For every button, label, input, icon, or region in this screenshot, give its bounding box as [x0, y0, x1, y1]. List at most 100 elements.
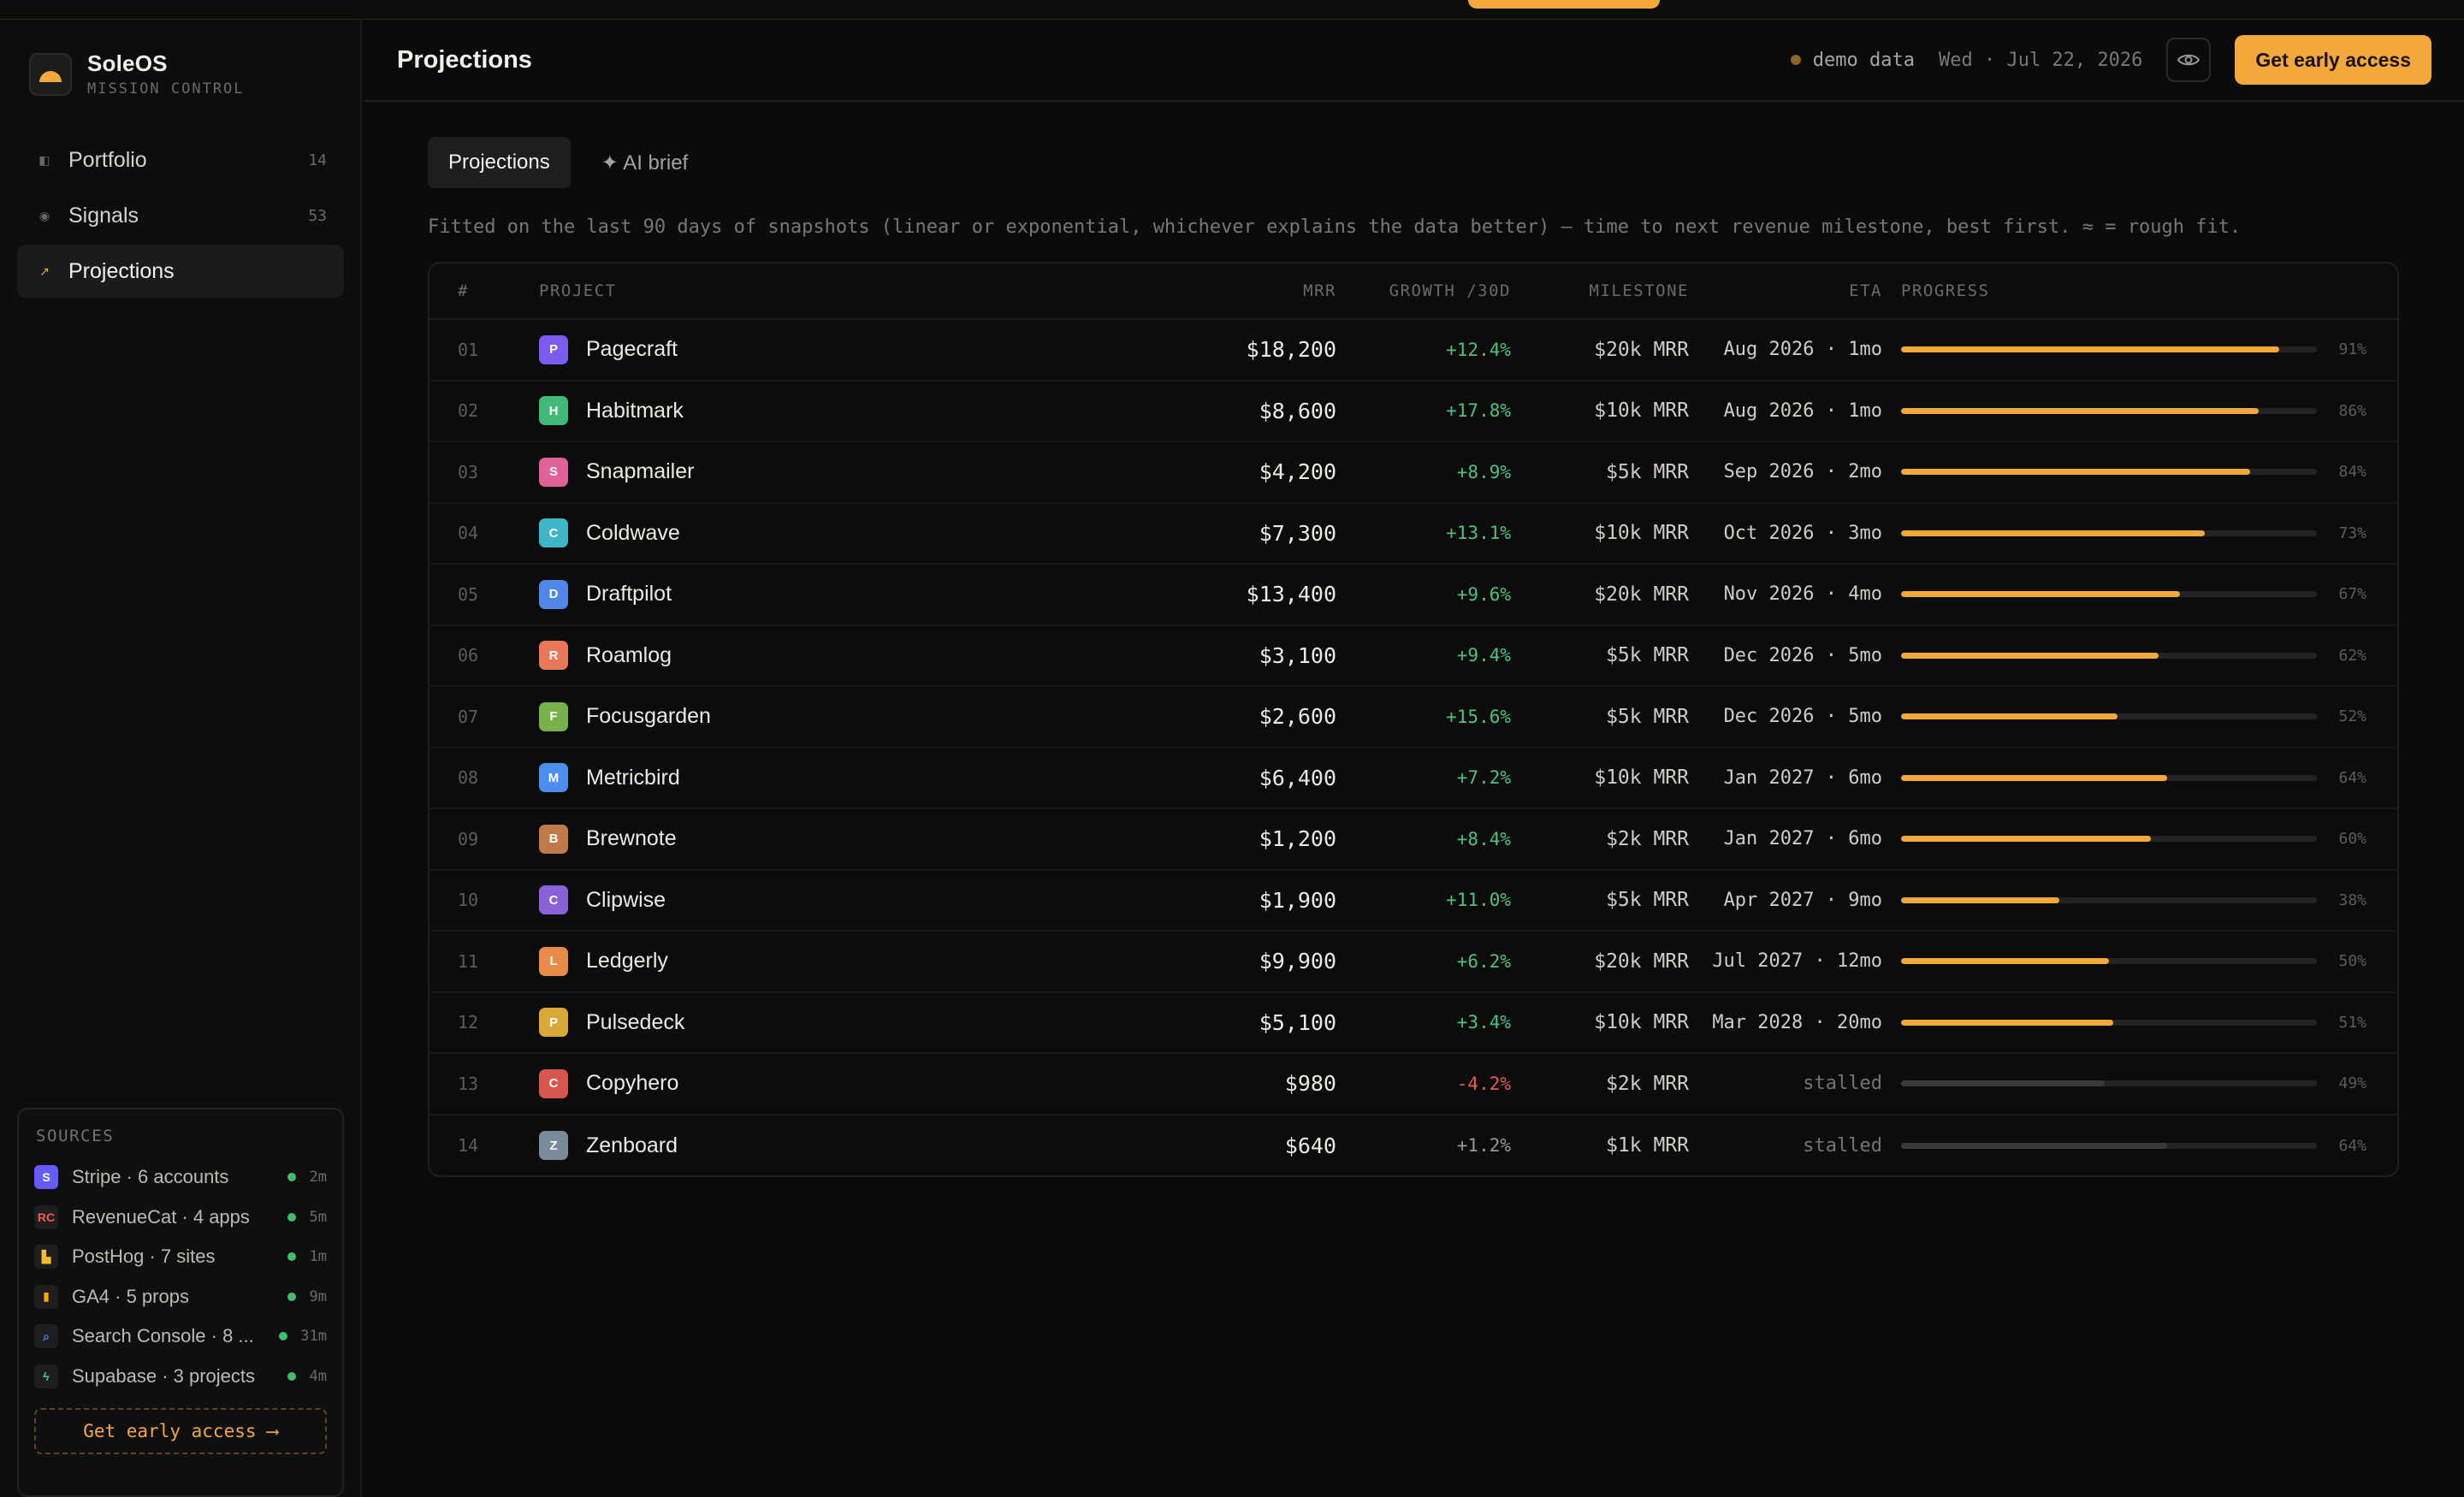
table-row[interactable]: 05 D Draftpilot $13,400 +9.6% $20k MRR Nov 202…	[429, 565, 2397, 626]
progress-bar-fill	[1901, 1080, 2106, 1087]
column-header-mrr[interactable]: MRR	[1303, 281, 1336, 300]
project-avatar: M	[539, 763, 568, 793]
portfolio-icon: ◧	[38, 152, 50, 167]
source-label: PostHog · 7 sites	[72, 1246, 216, 1268]
mrr-value: $1,200	[1259, 826, 1336, 852]
source-status-dot	[287, 1371, 296, 1381]
top-strip	[0, 0, 2464, 20]
source-item[interactable]: ϟ Supabase · 3 projects 4m	[34, 1357, 327, 1397]
table-row[interactable]: 10 C Clipwise $1,900 +11.0% $5k MRR Apr 2027 ·…	[429, 871, 2397, 932]
column-header-eta[interactable]: ETA	[1849, 281, 1882, 300]
progress-cell	[1882, 713, 2317, 720]
mrr-value: $18,200	[1246, 337, 1336, 363]
table-row[interactable]: 06 R Roamlog $3,100 +9.4% $5k MRR Dec 2026 · 5…	[429, 626, 2397, 687]
project-cell[interactable]: F Focusgarden	[539, 701, 1087, 731]
progress-bar-fill	[1901, 407, 2259, 414]
row-number: 09	[458, 828, 479, 849]
project-cell[interactable]: Z Zenboard	[539, 1131, 1087, 1161]
column-header-growth[interactable]: GROWTH /30D	[1389, 281, 1511, 300]
eta-value: Dec 2026 · 5mo	[1723, 706, 1882, 728]
mrr-value: $4,200	[1259, 459, 1336, 485]
project-cell[interactable]: R Roamlog	[539, 641, 1087, 671]
milestone-value: $10k MRR	[1594, 1011, 1689, 1034]
project-cell[interactable]: H Habitmark	[539, 396, 1087, 426]
sidebar-item-projections[interactable]: ↗ Projections	[17, 245, 344, 298]
milestone-value: $20k MRR	[1594, 950, 1689, 973]
project-cell[interactable]: C Copyhero	[539, 1068, 1087, 1098]
project-cell[interactable]: P Pulsedeck	[539, 1008, 1087, 1038]
eta-value: Aug 2026 · 1mo	[1723, 339, 1882, 361]
mrr-value: $980	[1284, 1071, 1336, 1097]
table-row[interactable]: 03 S Snapmailer $4,200 +8.9% $5k MRR Sep 2026 …	[429, 442, 2397, 504]
projections-description: Fitted on the last 90 days of snapshots …	[428, 216, 2242, 238]
sidebar-early-access-button[interactable]: Get early access ⟶	[34, 1408, 327, 1454]
progress-bar	[1901, 469, 2317, 476]
brand[interactable]: SoleOS MISSION CONTROL	[29, 50, 245, 98]
column-header-milestone[interactable]: MILESTONE	[1589, 281, 1689, 300]
source-item[interactable]: S Stripe · 6 accounts 2m	[34, 1157, 327, 1198]
project-name: Clipwise	[586, 887, 666, 912]
demo-status-dot	[1790, 55, 1801, 65]
source-sync-time: 9m	[309, 1287, 327, 1305]
progress-percent: 64%	[2338, 768, 2366, 787]
project-cell[interactable]: C Clipwise	[539, 885, 1087, 915]
mrr-value: $8,600	[1259, 398, 1336, 423]
header-date: Wed · Jul 22, 2026	[1938, 49, 2143, 71]
source-item[interactable]: ⌕ Search Console · 8 ... 31m	[34, 1317, 327, 1357]
tab-ai-brief[interactable]: ✦ AI brief	[601, 151, 689, 175]
get-early-access-button[interactable]: Get early access	[2235, 35, 2431, 85]
eta-value: stalled	[1803, 1134, 1882, 1157]
tab-projections[interactable]: Projections	[428, 137, 571, 188]
table-row[interactable]: 02 H Habitmark $8,600 +17.8% $10k MRR Aug 2026…	[429, 382, 2397, 442]
column-header-project[interactable]: PROJECT	[539, 281, 617, 300]
progress-cell	[1882, 774, 2317, 781]
table-row[interactable]: 13 C Copyhero $980 -4.2% $2k MRR stalled 49%	[429, 1054, 2397, 1115]
column-header-num[interactable]: #	[458, 281, 469, 300]
eta-value: Mar 2028 · 20mo	[1712, 1011, 1882, 1033]
progress-bar-fill	[1901, 652, 2159, 659]
growth-value: +8.9%	[1456, 461, 1511, 482]
progress-cell	[1882, 469, 2317, 476]
table-row[interactable]: 09 B Brewnote $1,200 +8.4% $2k MRR Jan 2027 · …	[429, 809, 2397, 871]
table-row[interactable]: 01 P Pagecraft $18,200 +12.4% $20k MRR Aug 202…	[429, 320, 2397, 382]
table-row[interactable]: 08 M Metricbird $6,400 +7.2% $10k MRR Jan 2027…	[429, 748, 2397, 809]
progress-bar	[1901, 713, 2317, 720]
project-cell[interactable]: M Metricbird	[539, 763, 1087, 793]
growth-value: +13.1%	[1446, 523, 1511, 544]
progress-percent: 60%	[2338, 830, 2366, 849]
project-cell[interactable]: P Pagecraft	[539, 334, 1087, 364]
sidebar-item-signals[interactable]: ◉ Signals 53	[17, 189, 344, 242]
sidebar-item-portfolio[interactable]: ◧ Portfolio 14	[17, 133, 344, 186]
table-row[interactable]: 04 C Coldwave $7,300 +13.1% $10k MRR Oct 2026 …	[429, 504, 2397, 565]
project-cell[interactable]: B Brewnote	[539, 824, 1087, 854]
project-cell[interactable]: C Coldwave	[539, 518, 1087, 548]
table-row[interactable]: 14 Z Zenboard $640 +1.2% $1k MRR stalled 64%	[429, 1115, 2397, 1176]
progress-bar-fill	[1901, 896, 2059, 903]
page-header: Projections demo data Wed · Jul 22, 2026…	[364, 20, 2464, 102]
toggle-visibility-button[interactable]	[2166, 38, 2212, 82]
sources-title: SOURCES	[36, 1127, 115, 1145]
source-status-dot	[279, 1332, 287, 1341]
project-cell[interactable]: S Snapmailer	[539, 457, 1087, 487]
source-item[interactable]: ▙ PostHog · 7 sites 1m	[34, 1237, 327, 1277]
sidebar-item-count: 14	[308, 151, 327, 169]
sidebar-item-label: Projections	[68, 258, 175, 283]
table-row[interactable]: 11 L Ledgerly $9,900 +6.2% $20k MRR Jul 2027 ·…	[429, 932, 2397, 993]
progress-cell	[1882, 407, 2317, 414]
table-row[interactable]: 12 P Pulsedeck $5,100 +3.4% $10k MRR Mar 2028 …	[429, 993, 2397, 1054]
eta-value: Aug 2026 · 1mo	[1723, 399, 1882, 422]
project-cell[interactable]: D Draftpilot	[539, 579, 1087, 609]
project-cell[interactable]: L Ledgerly	[539, 946, 1087, 976]
page-title: Projections	[397, 46, 532, 74]
row-number: 12	[458, 1012, 479, 1033]
source-item[interactable]: RC RevenueCat · 4 apps 5m	[34, 1198, 327, 1238]
source-item[interactable]: ▮ GA4 · 5 props 9m	[34, 1277, 327, 1317]
table-row[interactable]: 07 F Focusgarden $2,600 +15.6% $5k MRR Dec 202…	[429, 687, 2397, 748]
column-header-progress[interactable]: PROGRESS	[1901, 281, 1990, 300]
revenuecat-icon: RC	[34, 1204, 58, 1229]
progress-percent: 52%	[2338, 707, 2366, 726]
growth-value: +17.8%	[1446, 400, 1511, 422]
progress-bar	[1901, 1080, 2317, 1087]
progress-bar-fill	[1901, 591, 2180, 598]
project-avatar: F	[539, 701, 568, 731]
